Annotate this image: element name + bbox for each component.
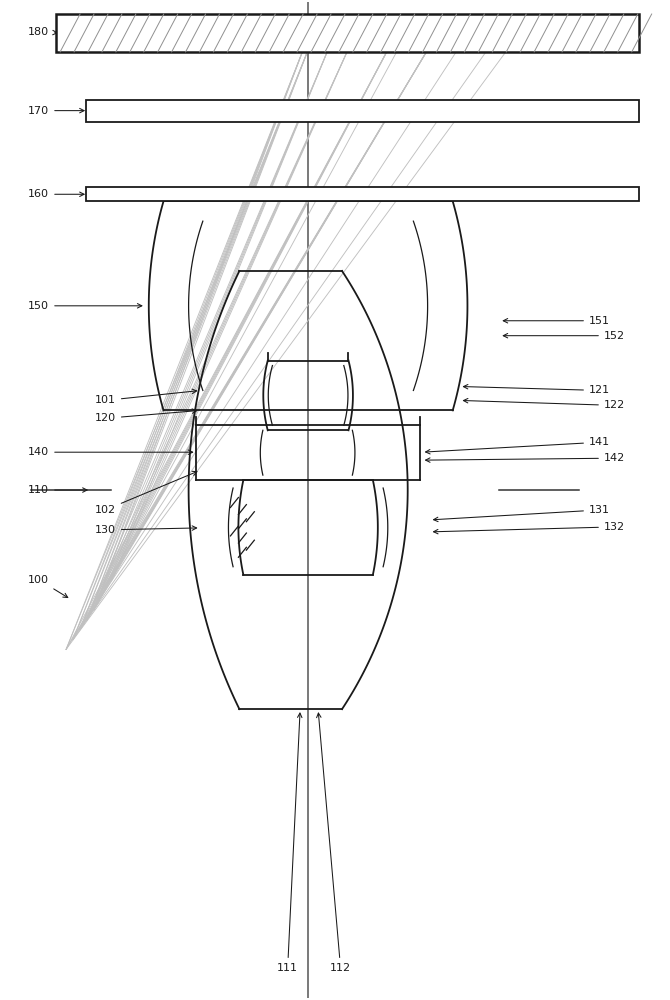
Text: 122: 122 <box>464 398 625 410</box>
Text: 160: 160 <box>28 189 84 199</box>
Text: 110: 110 <box>28 485 87 495</box>
Text: 101: 101 <box>95 389 196 405</box>
Text: 102: 102 <box>94 471 197 515</box>
Text: 140: 140 <box>28 447 193 457</box>
Text: 112: 112 <box>317 713 351 973</box>
Text: 111: 111 <box>277 713 302 973</box>
Text: 100: 100 <box>28 575 68 598</box>
Text: 142: 142 <box>425 453 625 463</box>
Text: 150: 150 <box>28 301 142 311</box>
Text: 130: 130 <box>95 525 196 535</box>
Text: 132: 132 <box>433 522 625 534</box>
Text: 170: 170 <box>28 106 84 116</box>
Text: 180: 180 <box>28 27 57 37</box>
Text: 141: 141 <box>425 437 610 454</box>
Text: 120: 120 <box>94 409 196 423</box>
Text: 151: 151 <box>503 316 610 326</box>
Text: 152: 152 <box>503 331 625 341</box>
Text: 131: 131 <box>433 505 610 522</box>
Bar <box>56 14 639 52</box>
Bar <box>86 100 639 122</box>
Bar <box>86 187 639 201</box>
Text: 121: 121 <box>464 384 610 395</box>
